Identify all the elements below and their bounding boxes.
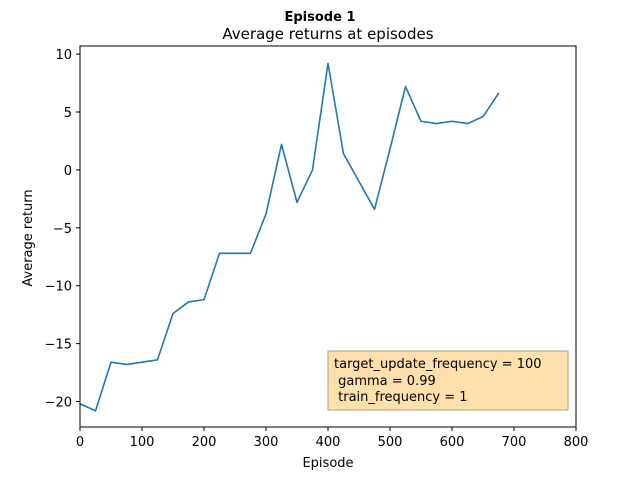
x-axis-ticks: 0 100 200 300 400 500 600 700 800 [76, 427, 589, 450]
annotation-line-2: gamma = 0.99 [334, 374, 436, 389]
y-axis-label: Average return [21, 189, 36, 286]
x-tick-label: 100 [130, 435, 155, 450]
y-tick-label: −10 [45, 280, 72, 295]
y-tick-label: 10 [55, 48, 72, 63]
y-tick-label: −20 [45, 396, 72, 411]
y-axis-ticks: −20 −15 −10 −5 0 5 10 [45, 48, 80, 411]
x-tick-label: 800 [564, 435, 589, 450]
x-axis-label: Episode [302, 456, 353, 471]
chart-suptitle: Episode 1 [284, 10, 355, 25]
annotation-background [327, 350, 569, 411]
y-tick-label: −15 [45, 338, 72, 353]
x-tick-label: 500 [378, 435, 403, 450]
annotation-line-3: train_frequency = 1 [334, 390, 468, 405]
plot-area-frame [79, 45, 577, 428]
y-tick-label: 5 [64, 106, 72, 121]
x-tick-label: 700 [502, 435, 527, 450]
x-tick-label: 600 [440, 435, 465, 450]
x-tick-label: 200 [192, 435, 217, 450]
x-tick-label: 300 [254, 435, 279, 450]
x-tick-label: 400 [316, 435, 341, 450]
annotation-line-1: target_update_frequency = 100 [334, 357, 542, 372]
annotation-box: target_update_frequency = 100 gamma = 0.… [327, 350, 569, 411]
y-tick-label: 0 [64, 164, 72, 179]
x-tick-label: 0 [76, 435, 84, 450]
y-tick-label: −5 [53, 222, 72, 237]
series-line [79, 62, 500, 412]
chart-title: Average returns at episodes [222, 25, 433, 43]
